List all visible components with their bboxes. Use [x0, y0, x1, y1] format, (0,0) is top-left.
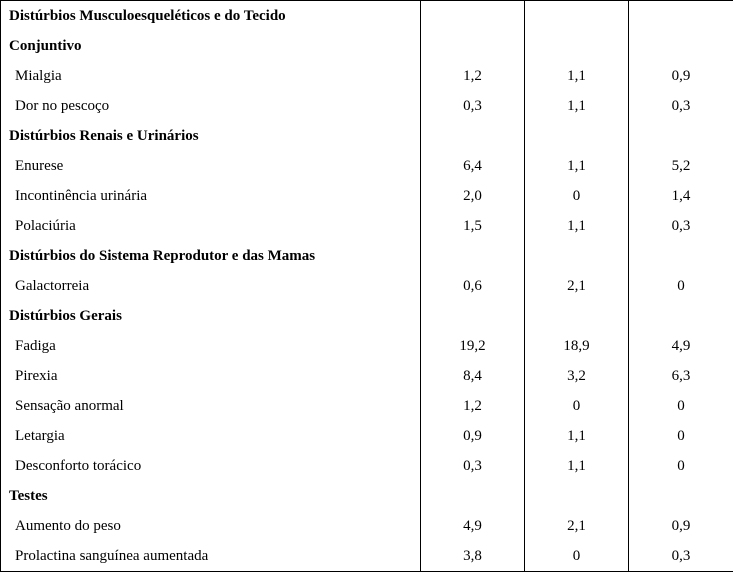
value-col-2: 18,9	[525, 331, 629, 361]
table-row: Sensação anormal1,200	[1, 391, 733, 421]
value-col-3: 0,3	[629, 541, 733, 572]
value-col-2: 2,1	[525, 271, 629, 301]
value-col-3	[629, 241, 733, 271]
table-row: Distúrbios Renais e Urinários	[1, 121, 733, 151]
value-col-3	[629, 301, 733, 331]
value-col-1: 8,4	[421, 361, 525, 391]
value-col-1: 3,8	[421, 541, 525, 572]
value-col-2: 0	[525, 541, 629, 572]
value-col-2: 3,2	[525, 361, 629, 391]
event-label: Incontinência urinária	[1, 181, 421, 211]
value-col-1	[421, 241, 525, 271]
event-label: Prolactina sanguínea aumentada	[1, 541, 421, 572]
category-header: Distúrbios do Sistema Reprodutor e das M…	[1, 241, 421, 271]
event-label: Dor no pescoço	[1, 91, 421, 121]
value-col-1: 4,9	[421, 511, 525, 541]
value-col-2: 0	[525, 181, 629, 211]
event-label: Galactorreia	[1, 271, 421, 301]
table-row: Conjuntivo	[1, 31, 733, 61]
value-col-2: 1,1	[525, 91, 629, 121]
value-col-1: 0,9	[421, 421, 525, 451]
value-col-1	[421, 121, 525, 151]
table-row: Fadiga19,218,94,9	[1, 331, 733, 361]
value-col-2: 1,1	[525, 211, 629, 241]
value-col-3: 0	[629, 451, 733, 481]
event-label: Fadiga	[1, 331, 421, 361]
value-col-2	[525, 31, 629, 61]
value-col-3: 4,9	[629, 331, 733, 361]
table-row: Desconforto torácico0,31,10	[1, 451, 733, 481]
value-col-2	[525, 481, 629, 511]
category-header: Conjuntivo	[1, 31, 421, 61]
table-row: Enurese6,41,15,2	[1, 151, 733, 181]
value-col-3: 0,3	[629, 211, 733, 241]
value-col-3	[629, 121, 733, 151]
value-col-1: 0,3	[421, 451, 525, 481]
event-label: Aumento do peso	[1, 511, 421, 541]
adverse-events-table: Distúrbios Musculoesqueléticos e do Teci…	[0, 0, 733, 572]
table-row: Prolactina sanguínea aumentada3,800,3	[1, 541, 733, 572]
table-row: Galactorreia0,62,10	[1, 271, 733, 301]
table-row: Distúrbios Musculoesqueléticos e do Teci…	[1, 1, 733, 32]
value-col-2: 0	[525, 391, 629, 421]
table-row: Dor no pescoço0,31,10,3	[1, 91, 733, 121]
value-col-3	[629, 1, 733, 32]
category-header: Distúrbios Gerais	[1, 301, 421, 331]
value-col-3: 6,3	[629, 361, 733, 391]
value-col-1	[421, 1, 525, 32]
value-col-2: 1,1	[525, 151, 629, 181]
table-row: Distúrbios Gerais	[1, 301, 733, 331]
event-label: Sensação anormal	[1, 391, 421, 421]
value-col-1: 2,0	[421, 181, 525, 211]
category-header: Distúrbios Renais e Urinários	[1, 121, 421, 151]
table-row: Mialgia1,21,10,9	[1, 61, 733, 91]
value-col-2	[525, 1, 629, 32]
table-row: Testes	[1, 481, 733, 511]
table-row: Distúrbios do Sistema Reprodutor e das M…	[1, 241, 733, 271]
category-header: Testes	[1, 481, 421, 511]
table-row: Aumento do peso4,92,10,9	[1, 511, 733, 541]
category-header: Distúrbios Musculoesqueléticos e do Teci…	[1, 1, 421, 32]
value-col-1: 0,6	[421, 271, 525, 301]
value-col-3: 0	[629, 391, 733, 421]
value-col-1	[421, 31, 525, 61]
event-label: Polaciúria	[1, 211, 421, 241]
table-row: Polaciúria1,51,10,3	[1, 211, 733, 241]
table-row: Pirexia8,43,26,3	[1, 361, 733, 391]
event-label: Desconforto torácico	[1, 451, 421, 481]
value-col-2: 1,1	[525, 421, 629, 451]
value-col-3: 0	[629, 271, 733, 301]
event-label: Letargia	[1, 421, 421, 451]
value-col-1: 19,2	[421, 331, 525, 361]
value-col-3: 0,9	[629, 61, 733, 91]
value-col-3	[629, 31, 733, 61]
value-col-2: 1,1	[525, 451, 629, 481]
value-col-1: 0,3	[421, 91, 525, 121]
event-label: Mialgia	[1, 61, 421, 91]
value-col-3	[629, 481, 733, 511]
value-col-1: 1,2	[421, 391, 525, 421]
event-label: Enurese	[1, 151, 421, 181]
value-col-3: 0	[629, 421, 733, 451]
value-col-2: 2,1	[525, 511, 629, 541]
value-col-1	[421, 301, 525, 331]
value-col-3: 0,9	[629, 511, 733, 541]
value-col-2	[525, 301, 629, 331]
event-label: Pirexia	[1, 361, 421, 391]
value-col-1: 6,4	[421, 151, 525, 181]
value-col-2	[525, 241, 629, 271]
value-col-2: 1,1	[525, 61, 629, 91]
table-row: Incontinência urinária2,001,4	[1, 181, 733, 211]
value-col-2	[525, 121, 629, 151]
value-col-1	[421, 481, 525, 511]
value-col-3: 5,2	[629, 151, 733, 181]
value-col-3: 0,3	[629, 91, 733, 121]
value-col-1: 1,5	[421, 211, 525, 241]
value-col-3: 1,4	[629, 181, 733, 211]
value-col-1: 1,2	[421, 61, 525, 91]
table-row: Letargia0,91,10	[1, 421, 733, 451]
